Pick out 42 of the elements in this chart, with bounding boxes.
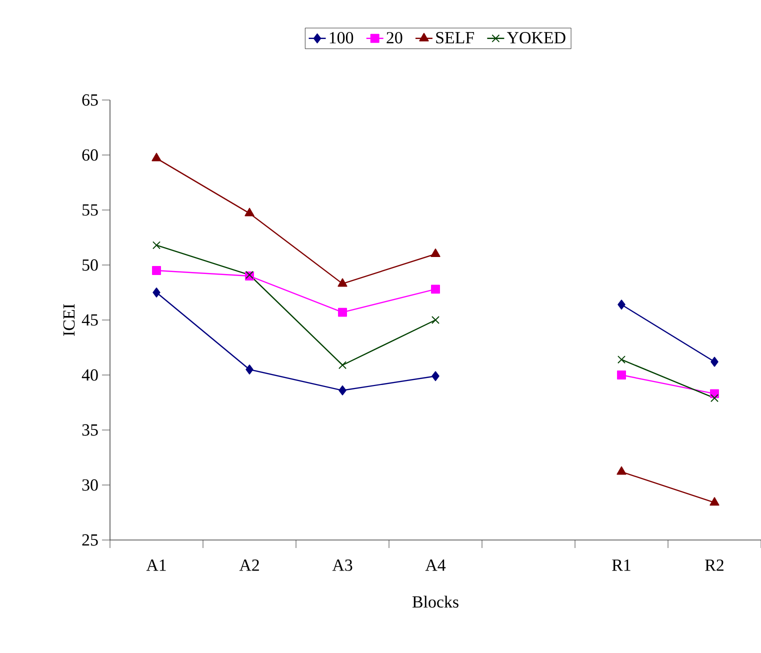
point xyxy=(338,385,346,396)
point xyxy=(710,394,719,402)
point xyxy=(431,316,440,324)
y-tick-label: 65 xyxy=(82,94,98,106)
point xyxy=(246,364,254,374)
x-tick-label: R2 xyxy=(705,560,724,571)
x-tick-label: A1 xyxy=(146,560,166,571)
legend-label: SELF xyxy=(436,32,474,44)
point xyxy=(338,361,347,370)
y-tick-label: 55 xyxy=(82,204,98,216)
point xyxy=(618,300,626,310)
y-tick-label: 40 xyxy=(82,369,98,381)
legend-label: 20 xyxy=(386,32,402,44)
point xyxy=(244,208,254,216)
y-tick-label: 35 xyxy=(82,424,98,436)
legend-label: YOKED xyxy=(506,32,566,44)
x-tick-label: A2 xyxy=(239,560,259,571)
y-tick-label: 60 xyxy=(82,149,98,161)
x-tick-label: A4 xyxy=(425,560,446,571)
x-tick-label: R1 xyxy=(612,560,630,571)
x-axis-title: Blocks xyxy=(412,596,458,608)
y-tick-label: 45 xyxy=(82,314,98,326)
point xyxy=(338,278,348,287)
point xyxy=(338,308,347,317)
point xyxy=(152,288,160,298)
point xyxy=(430,248,440,257)
y-tick-label: 30 xyxy=(82,479,98,491)
point xyxy=(432,371,440,382)
point xyxy=(152,152,162,162)
point xyxy=(710,356,718,367)
y-tick-label: 25 xyxy=(82,534,98,546)
point xyxy=(617,356,626,364)
legend-label: 100 xyxy=(330,32,354,44)
point xyxy=(617,370,626,380)
point xyxy=(616,466,626,475)
y-tick-label: 50 xyxy=(82,259,98,271)
point xyxy=(710,497,720,506)
point xyxy=(431,284,440,294)
point xyxy=(152,241,161,250)
point xyxy=(152,266,161,275)
x-tick-label: A3 xyxy=(332,560,352,571)
y-axis-title: ICEI xyxy=(63,304,75,336)
